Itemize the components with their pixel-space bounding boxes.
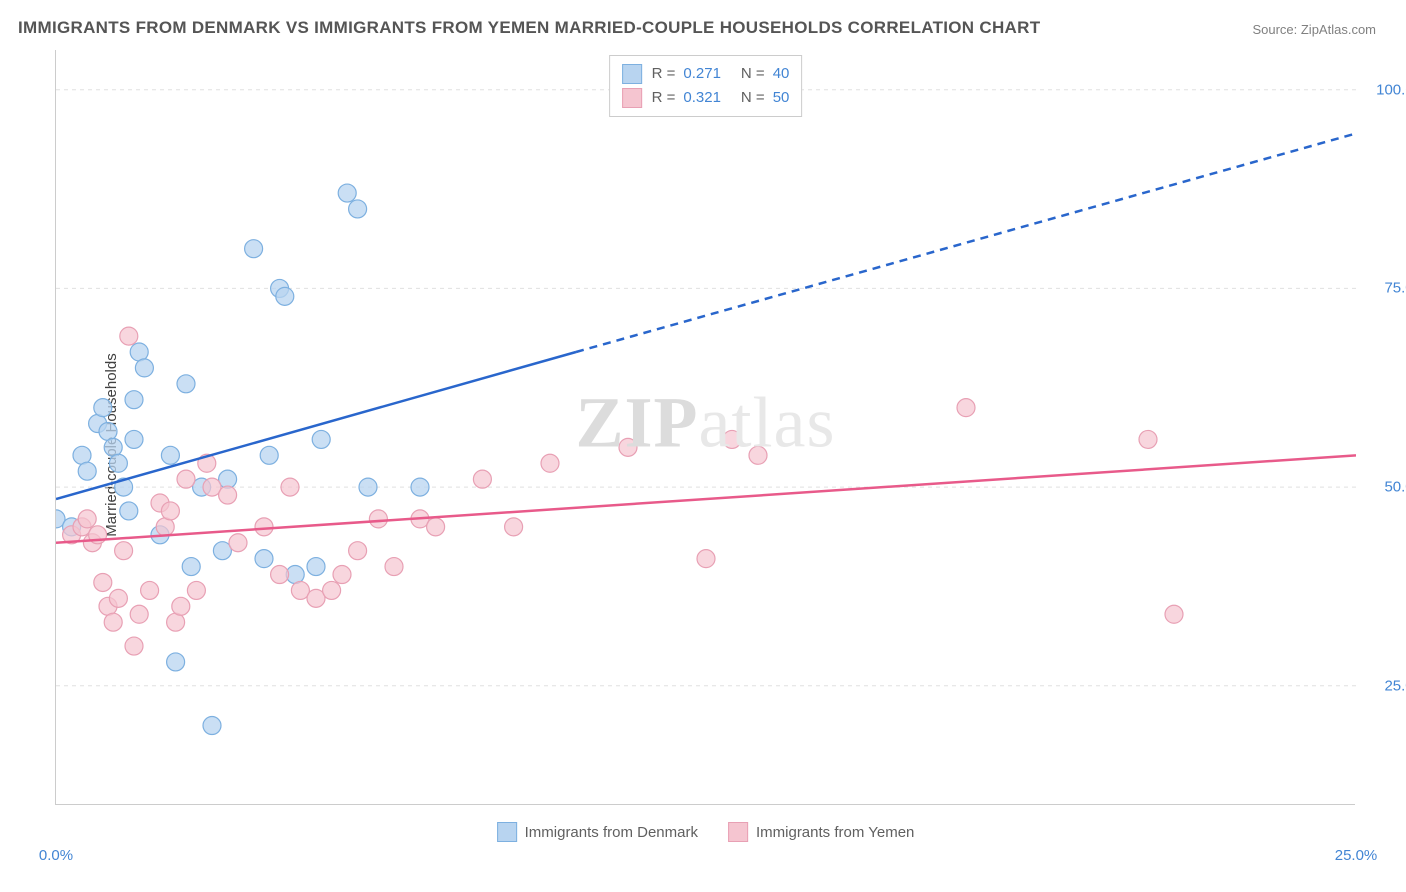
legend-stat-row: R = 0.321 N = 50 — [622, 86, 790, 110]
r-value: 0.321 — [683, 86, 721, 110]
legend-label: Immigrants from Denmark — [525, 824, 698, 841]
legend-swatch — [622, 64, 642, 84]
r-value: 0.271 — [683, 62, 721, 86]
n-value: 40 — [773, 62, 790, 86]
y-tick-label: 50.0% — [1384, 479, 1406, 496]
chart-title: IMMIGRANTS FROM DENMARK VS IMMIGRANTS FR… — [18, 18, 1040, 38]
x-tick-label: 0.0% — [39, 847, 73, 864]
n-label: N = — [741, 62, 765, 86]
n-label: N = — [741, 86, 765, 110]
legend-label: Immigrants from Yemen — [756, 824, 914, 841]
r-label: R = — [652, 62, 676, 86]
legend-bottom-item: Immigrants from Yemen — [728, 822, 914, 842]
legend-bottom: Immigrants from Denmark Immigrants from Y… — [497, 822, 915, 842]
legend-swatch — [728, 822, 748, 842]
chart-svg — [56, 50, 1356, 805]
x-tick-label: 25.0% — [1335, 847, 1378, 864]
source-label: Source: ZipAtlas.com — [1252, 22, 1376, 37]
legend-top: R = 0.271 N = 40 R = 0.321 N = 50 — [609, 55, 803, 117]
plot-area: ZIPatlas R =0.271N =40R =0.321N =50 25.0… — [55, 50, 1355, 805]
y-tick-label: 25.0% — [1384, 677, 1406, 694]
r-label: R = — [652, 86, 676, 110]
legend-swatch — [497, 822, 517, 842]
y-tick-label: 100.0% — [1376, 81, 1406, 98]
chart-container: Married-couple Households ZIPatlas R =0.… — [55, 50, 1385, 840]
n-value: 50 — [773, 86, 790, 110]
legend-stat-row: R = 0.271 N = 40 — [622, 62, 790, 86]
y-tick-label: 75.0% — [1384, 280, 1406, 297]
legend-swatch — [622, 88, 642, 108]
legend-bottom-item: Immigrants from Denmark — [497, 822, 698, 842]
